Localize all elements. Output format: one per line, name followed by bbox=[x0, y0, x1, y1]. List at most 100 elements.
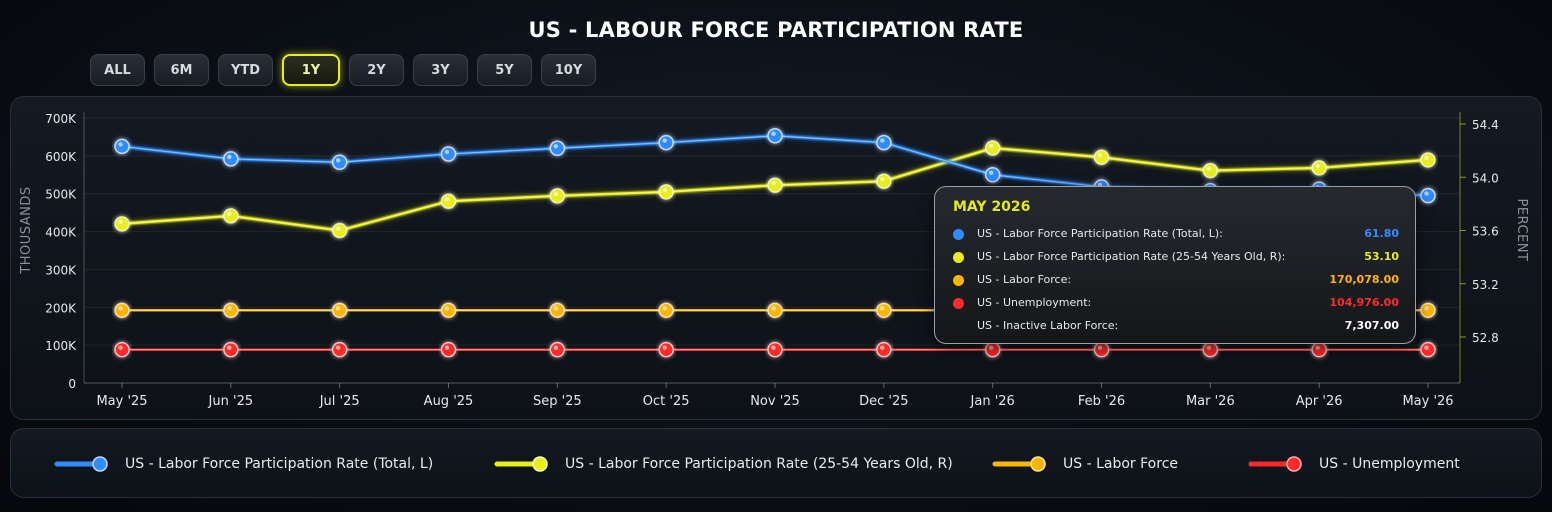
range-6m-button[interactable]: 6M bbox=[154, 54, 209, 86]
series-3 bbox=[114, 341, 1436, 358]
legend-item-total[interactable]: US - Labor Force Participation Rate (Tot… bbox=[53, 429, 433, 499]
data-point-shine bbox=[118, 219, 123, 225]
data-point-shine bbox=[1097, 182, 1103, 188]
x-tick-label: Oct '25 bbox=[643, 394, 690, 409]
data-point bbox=[1202, 162, 1219, 179]
red-dot-icon bbox=[953, 298, 964, 309]
chart-tooltip: MAY 2026 US - Labor Force Participation … bbox=[934, 186, 1416, 344]
data-point bbox=[114, 138, 130, 155]
orange-dot-icon bbox=[953, 275, 964, 286]
legend-label: US - Labor Force Participation Rate (25-… bbox=[565, 456, 953, 472]
tooltip-row: US - Inactive Labor Force: 7,307.00 bbox=[953, 317, 1399, 337]
y-left-axis-title: THOUSANDS bbox=[19, 186, 34, 274]
data-point-shine bbox=[118, 142, 123, 147]
data-point-shine bbox=[444, 345, 450, 350]
data-point-shine bbox=[880, 177, 885, 182]
tooltip-row-value: 53.10 bbox=[1364, 250, 1399, 263]
range-10y-button[interactable]: 10Y bbox=[541, 54, 596, 86]
legend-item-unemployment[interactable]: US - Unemployment bbox=[1247, 429, 1460, 499]
data-point bbox=[223, 341, 239, 358]
range-3y-button[interactable]: 3Y bbox=[413, 54, 468, 86]
data-point bbox=[114, 302, 130, 319]
data-point-shine bbox=[227, 154, 232, 160]
data-point bbox=[876, 173, 892, 189]
range-1y-button[interactable]: 1Y bbox=[282, 54, 340, 86]
tooltip-row-name: US - Labor Force Participation Rate (Tot… bbox=[977, 227, 1223, 240]
data-point-shine bbox=[444, 149, 450, 155]
x-tick-label: Jul '25 bbox=[319, 394, 360, 409]
data-point bbox=[549, 341, 566, 358]
data-point-shine bbox=[444, 197, 450, 202]
x-tick-label: May '25 bbox=[96, 394, 147, 409]
data-point bbox=[1093, 341, 1110, 358]
y-right-tick-label: 53.2 bbox=[1472, 278, 1499, 292]
data-point-shine bbox=[227, 211, 232, 217]
data-point bbox=[767, 177, 783, 193]
data-point-shine bbox=[1424, 191, 1429, 196]
data-point-shine bbox=[771, 306, 776, 311]
legend-label: US - Unemployment bbox=[1319, 456, 1460, 472]
data-point bbox=[331, 341, 348, 358]
data-point bbox=[1420, 187, 1436, 204]
y-left-tick-label: 200K bbox=[45, 301, 77, 315]
orange-line-marker-icon bbox=[992, 456, 1046, 472]
data-point bbox=[440, 302, 457, 319]
data-point bbox=[658, 134, 674, 151]
data-point-shine bbox=[553, 306, 559, 311]
data-point-shine bbox=[880, 138, 885, 143]
tooltip-row-name: US - Labor Force: bbox=[977, 273, 1072, 286]
data-point bbox=[767, 341, 783, 358]
data-point-shine bbox=[771, 345, 776, 350]
y-left-tick-label: 400K bbox=[45, 226, 77, 240]
y-right-tick-label: 52.8 bbox=[1472, 331, 1499, 345]
data-point bbox=[549, 302, 566, 319]
data-point-shine bbox=[227, 306, 232, 311]
range-2y-button[interactable]: 2Y bbox=[349, 54, 404, 86]
y-right-tick-label: 53.6 bbox=[1472, 225, 1499, 239]
data-point bbox=[440, 341, 457, 358]
data-point-shine bbox=[1424, 155, 1429, 161]
legend-label: US - Labor Force Participation Rate (Tot… bbox=[125, 456, 434, 472]
data-point bbox=[876, 341, 892, 358]
data-point bbox=[549, 140, 566, 157]
range-5y-button[interactable]: 5Y bbox=[477, 54, 532, 86]
data-point bbox=[223, 151, 239, 167]
x-tick-label: Sep '25 bbox=[533, 394, 582, 409]
y-left-tick-label: 600K bbox=[45, 150, 77, 164]
data-point bbox=[440, 146, 457, 162]
data-point bbox=[767, 302, 783, 319]
data-point bbox=[1420, 341, 1436, 358]
data-point-shine bbox=[444, 306, 450, 311]
chart-axes: 0 100K 200K 300K 400K 500K 600K 700K 52.8 53.2 53.… bbox=[19, 112, 1529, 409]
data-point-shine bbox=[1097, 345, 1103, 350]
legend-item-25-54[interactable]: US - Labor Force Participation Rate (25-… bbox=[493, 429, 953, 499]
tooltip-title: MAY 2026 bbox=[953, 199, 1031, 215]
legend-item-labor-force[interactable]: US - Labor Force bbox=[991, 429, 1178, 499]
tooltip-row: US - Labor Force Participation Rate (25-… bbox=[953, 248, 1399, 268]
y-left-tick-label: 700K bbox=[45, 112, 77, 126]
range-ytd-button[interactable]: YTD bbox=[218, 54, 273, 86]
range-all-button[interactable]: ALL bbox=[90, 54, 145, 86]
x-tick-label: Mar '26 bbox=[1186, 394, 1235, 409]
data-point bbox=[876, 134, 892, 151]
data-point bbox=[440, 193, 457, 209]
x-tick-label: Nov '25 bbox=[750, 394, 800, 409]
data-point-shine bbox=[1424, 306, 1429, 311]
data-point-shine bbox=[1097, 153, 1103, 158]
data-point-shine bbox=[662, 187, 667, 193]
x-tick-label: Jan '26 bbox=[970, 394, 1015, 409]
y-left-tick-label: 300K bbox=[45, 263, 77, 277]
data-point-shine bbox=[988, 345, 994, 350]
x-tick-label: Dec '25 bbox=[859, 394, 908, 409]
y-right-axis-title: PERCENT bbox=[1514, 199, 1529, 262]
chart-legend: US - Labor Force Participation Rate (Tot… bbox=[10, 428, 1542, 498]
y-right-tick-label: 54.4 bbox=[1472, 118, 1499, 132]
data-point bbox=[114, 216, 130, 232]
data-point-shine bbox=[662, 345, 667, 350]
x-tick-label: May '26 bbox=[1402, 394, 1453, 409]
data-point bbox=[331, 222, 348, 239]
data-point-shine bbox=[553, 144, 559, 149]
tooltip-row-name: US - Inactive Labor Force: bbox=[977, 319, 1119, 332]
tooltip-row-name: US - Unemployment: bbox=[977, 296, 1092, 309]
tooltip-row-value: 104,976.00 bbox=[1329, 296, 1399, 309]
